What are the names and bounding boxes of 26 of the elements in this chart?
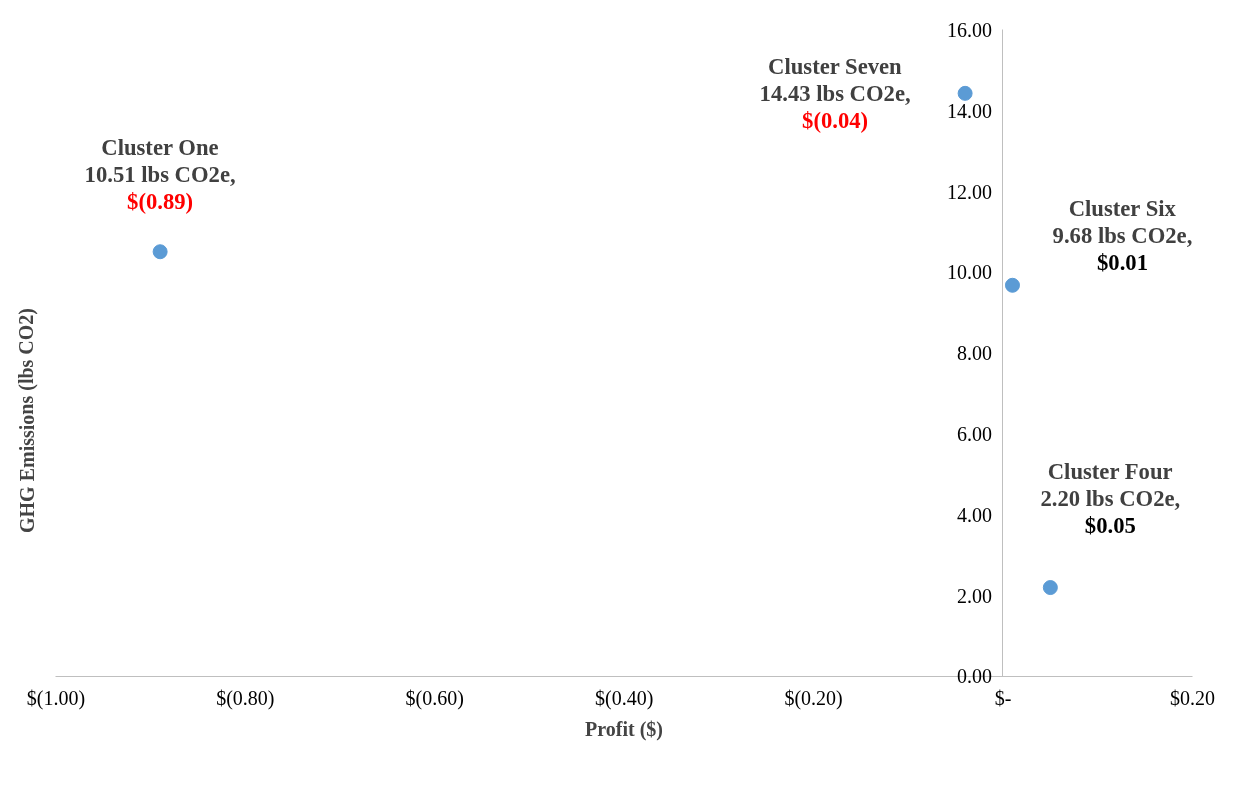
y-tick-label: 4.00 — [957, 503, 992, 526]
y-tick-label: 2.00 — [957, 584, 992, 607]
x-tick-label: $- — [994, 687, 1012, 710]
y-tick-label: 10.00 — [947, 261, 992, 284]
y-tick-label: 0.00 — [957, 665, 992, 688]
x-tick-label: $0.20 — [1169, 687, 1215, 710]
annotation: Cluster Seven 14.43 lbs CO2e, $(0.04) — [759, 54, 911, 134]
point — [957, 85, 973, 101]
point — [152, 244, 168, 260]
x-tick-label: $(1.00) — [26, 687, 86, 711]
point — [1004, 277, 1020, 293]
y-axis-title: GHG Emissions (lbs CO2) — [15, 307, 39, 534]
annotation: Cluster Six 9.68 lbs CO2e, $0.01 — [1052, 196, 1193, 276]
y-tick-label: 16.00 — [947, 18, 992, 41]
x-tick-label: $(0.20) — [784, 687, 843, 711]
y-tick-label: 12.00 — [947, 180, 992, 203]
x-tick-label: $(0.60) — [405, 687, 464, 711]
x-tick-label: $(0.40) — [595, 687, 654, 711]
y-tick-label: 14.00 — [947, 99, 992, 122]
annotation: Cluster Four 2.20 lbs CO2e, $0.05 — [1040, 458, 1181, 538]
x-tick-label: $(0.80) — [216, 687, 275, 711]
point — [1042, 580, 1058, 596]
y-tick-label: 6.00 — [957, 422, 992, 445]
x-axis-title: Profit ($) — [585, 717, 663, 741]
y-tick-label: 8.00 — [957, 342, 992, 365]
annotation: Cluster One 10.51 lbs CO2e, $(0.89) — [84, 134, 236, 214]
